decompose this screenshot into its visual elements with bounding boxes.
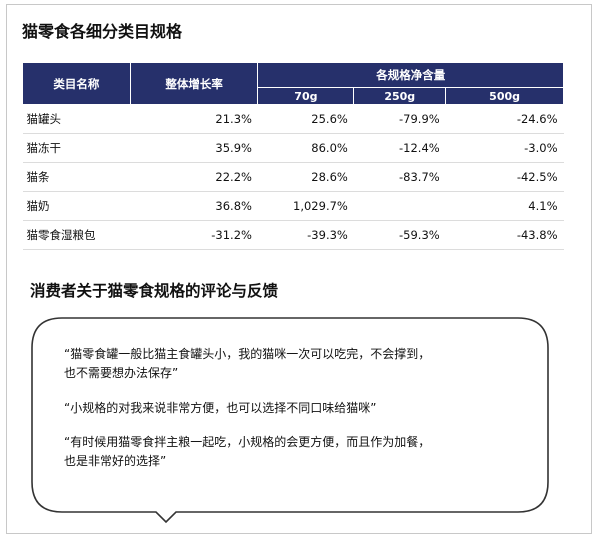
row-250g: -59.3% [353,220,446,250]
row-500g: -24.6% [445,104,564,134]
row-growth: 36.8% [130,191,258,221]
quote-line: “有时候用猫零食拌主粮一起吃，小规格的会更方便，而且作为加餐， [64,435,431,449]
row-70g: 1,029.7% [257,191,354,221]
spec-table: 类目名称 整体增长率 各规格净含量 70g 250g 500g 猫罐头 21.3… [22,62,564,250]
row-70g: 28.6% [257,162,354,192]
quote-line: 也是非常好的选择” [64,454,167,468]
row-category: 猫罐头 [22,104,131,134]
quote-line: 也不需要想办法保存” [64,366,179,380]
table-row: 猫奶 36.8% 1,029.7% 4.1% [22,191,564,221]
quote-1: “猫零食罐一般比猫主食罐头小，我的猫咪一次可以吃完，不会撑到， 也不需要想办法保… [64,345,534,383]
table-row: 猫罐头 21.3% 25.6% -79.9% -24.6% [22,104,564,134]
row-250g [353,191,446,221]
page-frame [6,4,592,534]
table-row: 猫冻干 35.9% 86.0% -12.4% -3.0% [22,133,564,163]
row-500g: -43.8% [445,220,564,250]
spec-table-container: 类目名称 整体增长率 各规格净含量 70g 250g 500g 猫罐头 21.3… [22,62,564,250]
quote-line: “小规格的对我来说非常方便，也可以选择不同口味给猫咪” [64,401,377,415]
row-growth: 21.3% [130,104,258,134]
table-row: 猫零食湿粮包 -31.2% -39.3% -59.3% -43.8% [22,220,564,250]
header-category: 类目名称 [22,62,131,105]
row-500g: 4.1% [445,191,564,221]
row-250g: -12.4% [353,133,446,163]
header-growth: 整体增长率 [129,62,259,105]
row-growth: 35.9% [130,133,258,163]
row-70g: 86.0% [257,133,354,163]
row-250g: -79.9% [353,104,446,134]
row-category: 猫奶 [22,191,131,221]
header-size-500g: 500g [445,87,564,105]
row-250g: -83.7% [353,162,446,192]
page-title: 猫零食各细分类目规格 [22,22,183,41]
quote-3: “有时候用猫零食拌主粮一起吃，小规格的会更方便，而且作为加餐， 也是非常好的选择… [64,433,534,471]
header-size-250g: 250g [353,87,447,105]
row-category: 猫零食湿粮包 [22,220,131,250]
quote-line: “猫零食罐一般比猫主食罐头小，我的猫咪一次可以吃完，不会撑到， [64,347,431,361]
row-70g: -39.3% [257,220,354,250]
row-500g: -3.0% [445,133,564,163]
header-sizes: 各规格净含量 [257,62,564,88]
header-size-70g: 70g [257,87,355,105]
table-row: 猫条 22.2% 28.6% -83.7% -42.5% [22,162,564,192]
row-70g: 25.6% [257,104,354,134]
row-category: 猫冻干 [22,133,131,163]
quote-2: “小规格的对我来说非常方便，也可以选择不同口味给猫咪” [64,399,534,418]
row-growth: 22.2% [130,162,258,192]
row-500g: -42.5% [445,162,564,192]
feedback-title: 消费者关于猫零食规格的评论与反馈 [30,282,279,300]
row-category: 猫条 [22,162,131,192]
row-growth: -31.2% [130,220,258,250]
